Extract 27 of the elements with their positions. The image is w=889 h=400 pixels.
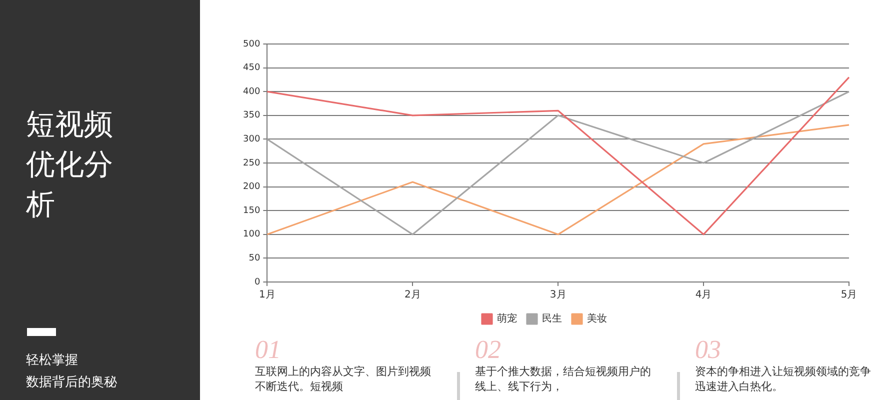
legend-label: 萌宠 [497, 312, 517, 325]
text: 轻松掌握数据背后的奥秘 [26, 352, 118, 392]
legend-label: 美妆 [587, 312, 607, 325]
y-tick-label: 50 [248, 254, 260, 264]
y-tick-label: 350 [242, 110, 260, 121]
y-tick-label: 500 [242, 39, 260, 50]
text: 02 [475, 335, 502, 364]
y-tick-label: 150 [242, 206, 260, 216]
y-tick-label: 400 [242, 86, 260, 97]
x-tick-label: 5月 [840, 290, 858, 301]
x-tick-label: 4月 [695, 290, 712, 301]
x-tick-label: 1月 [258, 290, 276, 301]
text: 互联网上的内容从文字、图片到视频不断迭代。短视频 [255, 364, 432, 394]
x-tick-label: 2月 [404, 290, 421, 301]
text: 资本的争相进入让短视频领域的竞争迅速进入白热化。 [695, 364, 872, 394]
y-tick-label: 0 [254, 277, 260, 288]
x-tick-label: 3月 [550, 290, 566, 301]
text: 01 [255, 335, 282, 364]
y-tick-label: 300 [242, 134, 260, 145]
y-tick-label: 450 [242, 63, 260, 74]
y-tick-label: 200 [242, 182, 260, 192]
text: 基于个推大数据，结合短视频用户的线上、线下行为， [475, 364, 652, 394]
text: 03 [695, 335, 722, 364]
y-tick-label: 100 [242, 230, 260, 240]
text: 短视频优化分析 [26, 106, 114, 223]
legend-label: 民生 [542, 312, 562, 325]
y-tick-label: 250 [242, 158, 260, 168]
